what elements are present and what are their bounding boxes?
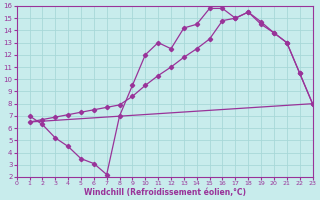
X-axis label: Windchill (Refroidissement éolien,°C): Windchill (Refroidissement éolien,°C) (84, 188, 245, 197)
